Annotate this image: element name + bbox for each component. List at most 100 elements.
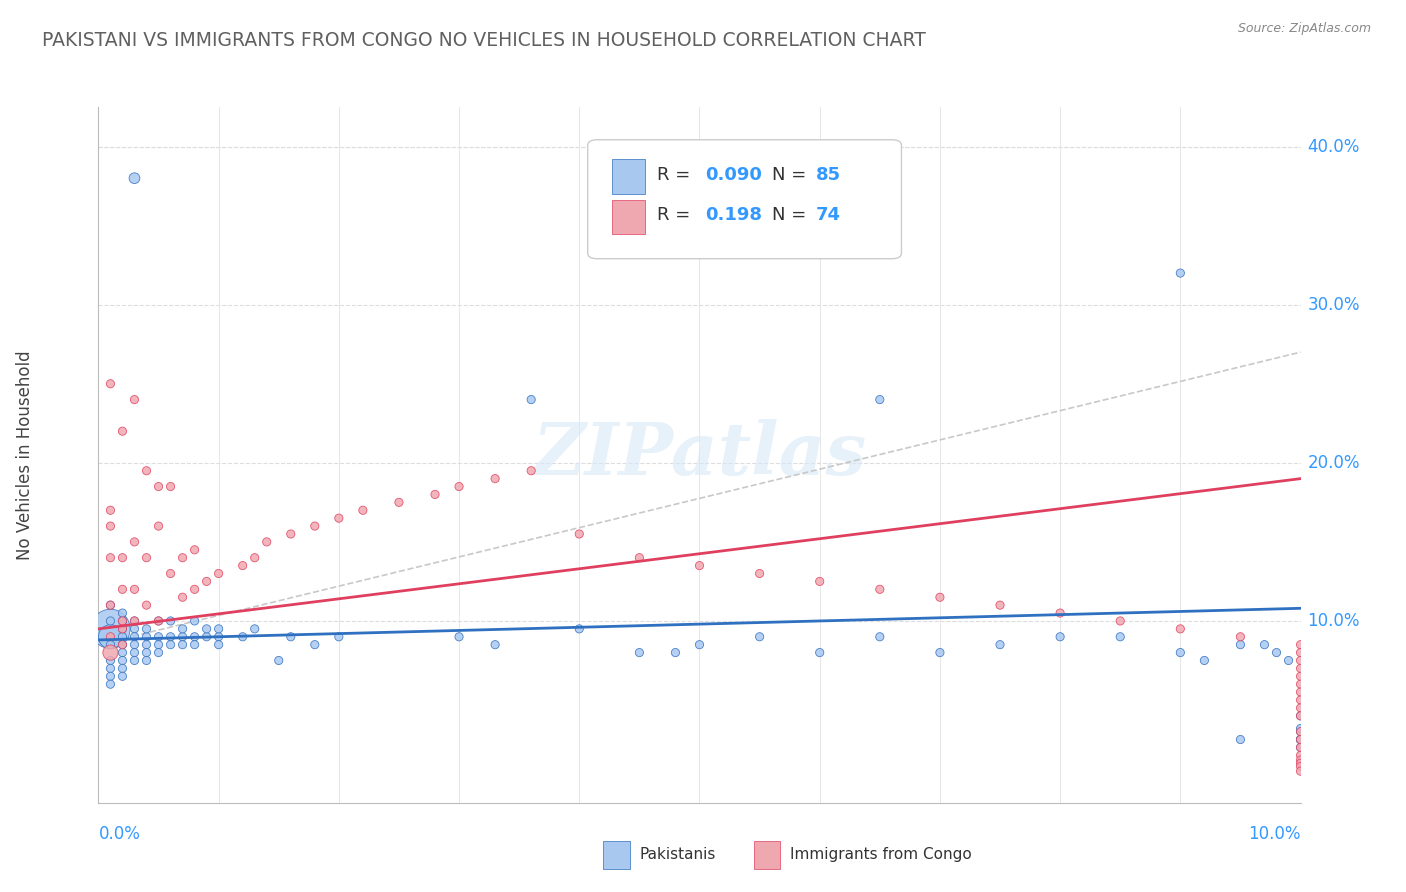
Point [124,171,146,186]
Point [100,638,122,652]
Point [808,646,831,660]
Point [1289,732,1312,747]
Point [135,638,157,652]
Text: No Vehicles in Household: No Vehicles in Household [17,350,34,560]
Text: 40.0%: 40.0% [1308,137,1360,155]
Point [628,550,651,565]
Point [1049,606,1071,620]
Point [1289,748,1312,763]
Point [124,392,146,407]
Point [111,424,134,438]
Text: 10.0%: 10.0% [1308,612,1360,630]
Point [159,614,181,628]
Point [1229,638,1251,652]
Point [172,630,194,644]
Point [135,550,157,565]
Point [628,646,651,660]
Point [111,614,134,628]
Point [1229,630,1251,644]
Point [328,630,350,644]
Point [124,653,146,667]
Point [447,630,470,644]
Point [183,582,205,597]
Point [568,622,591,636]
Point [1109,614,1132,628]
Point [869,582,891,597]
Point [484,638,506,652]
Point [1289,653,1312,667]
Point [100,598,122,612]
Point [124,646,146,660]
Point [1289,722,1312,736]
Text: Source: ZipAtlas.com: Source: ZipAtlas.com [1237,22,1371,36]
FancyBboxPatch shape [612,200,645,235]
Point [1289,708,1312,723]
Point [111,638,134,652]
Text: Immigrants from Congo: Immigrants from Congo [790,847,972,863]
Point [172,591,194,605]
Point [869,392,891,407]
Text: Pakistanis: Pakistanis [640,847,716,863]
Text: 20.0%: 20.0% [1308,454,1360,472]
Point [111,669,134,683]
Point [1194,653,1216,667]
Point [148,519,170,533]
Point [1289,708,1312,723]
Point [111,630,134,644]
Point [100,550,122,565]
Point [148,646,170,660]
FancyBboxPatch shape [612,159,645,194]
Point [304,519,326,533]
Point [1170,622,1192,636]
Point [1289,759,1312,773]
Point [232,630,254,644]
Point [111,622,134,636]
Point [267,653,290,667]
Text: R =: R = [658,166,696,184]
Text: 0.198: 0.198 [706,206,762,224]
Point [520,392,543,407]
Point [1049,630,1071,644]
Text: R =: R = [658,206,702,224]
Point [929,646,952,660]
Point [111,582,134,597]
Point [148,614,170,628]
Point [929,591,952,605]
Point [159,479,181,493]
Point [100,630,122,644]
Text: PAKISTANI VS IMMIGRANTS FROM CONGO NO VEHICLES IN HOUSEHOLD CORRELATION CHART: PAKISTANI VS IMMIGRANTS FROM CONGO NO VE… [42,31,927,50]
Point [100,661,122,675]
Point [124,622,146,636]
Text: ZIPatlas: ZIPatlas [533,419,866,491]
Text: 74: 74 [815,206,841,224]
Point [111,638,134,652]
Point [148,479,170,493]
Point [111,550,134,565]
Point [1289,732,1312,747]
Point [1289,669,1312,683]
Point [195,574,218,589]
Point [808,574,831,589]
Point [183,638,205,652]
Point [1289,740,1312,755]
Point [124,614,146,628]
FancyBboxPatch shape [754,841,780,869]
Point [183,630,205,644]
Point [100,677,122,691]
Point [568,527,591,541]
Point [135,598,157,612]
FancyBboxPatch shape [588,140,901,259]
Point [208,638,231,652]
Point [988,638,1011,652]
Point [1109,630,1132,644]
Point [1253,638,1275,652]
Text: 85: 85 [815,166,841,184]
Point [124,614,146,628]
Point [748,566,770,581]
Point [1289,764,1312,779]
Point [100,646,122,660]
Text: N =: N = [772,166,811,184]
Text: 0.090: 0.090 [706,166,762,184]
Text: 0.0%: 0.0% [98,825,141,843]
Point [1289,677,1312,691]
